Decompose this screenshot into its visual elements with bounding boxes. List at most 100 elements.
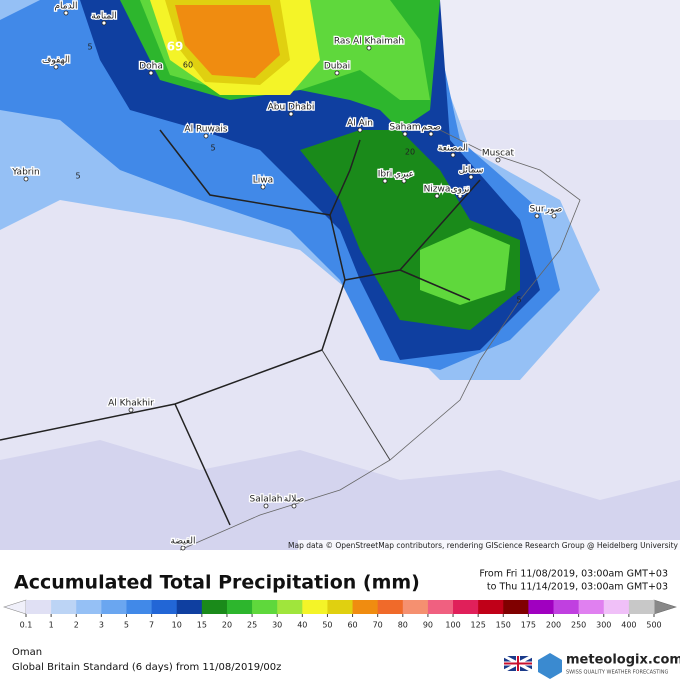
colorbar-label: 175 [521,621,536,630]
colorbar-label: 400 [621,621,636,630]
city-dot [450,152,456,158]
colorbar-label: 10 [172,621,182,630]
colorbar-label: 125 [471,621,486,630]
city-label: سمائل [459,166,484,176]
attribution-bg [298,540,680,551]
colorbar-swatch [427,600,454,614]
colorbar-swatch [327,600,354,614]
city-label: Abu Dhabi [268,103,315,113]
city-dot [101,20,107,26]
tagline: SWISS QUALITY WEATHER FORECASTING [566,670,668,676]
city-label: Yabrin [11,168,39,178]
colorbar-label: 90 [423,621,433,630]
city-dot [468,174,474,180]
city-label: المنامة [91,12,117,22]
city-dot [551,213,557,219]
colorbar-label: 50 [322,621,332,630]
contour-label: 20 [405,148,415,157]
colorbar-label: 100 [445,621,460,630]
colorbar-swatch [628,600,655,614]
colorbar-swatch [101,600,127,614]
colorbar-label: 30 [272,621,282,630]
colorbar-arrow-low [3,599,27,615]
city-label: نزوى [451,185,470,195]
colorbar-swatch [402,600,429,614]
city-label: Muscat [482,149,515,159]
city-label: الهفوف [42,56,70,66]
city-dot [434,193,440,199]
colorbar-swatch [51,600,77,614]
contour-label: 5 [87,43,92,52]
city-dot [53,64,59,70]
city-label: Nizwa [424,185,451,195]
city-label: Liwa [253,176,273,186]
city-label: Salalah [250,495,283,505]
uk-flag [503,654,533,673]
colorbar-swatch [176,600,203,614]
city-dot [288,111,294,117]
city-dot [203,133,209,139]
colorbar-label: 80 [398,621,408,630]
iran-land [420,0,680,120]
colorbar-swatch [201,600,228,614]
colorbar-label: 25 [247,621,257,630]
city-label: Ibri [378,170,393,180]
colorbar-swatch [151,600,178,614]
city-label: المصنعة [438,144,468,154]
city-dot [63,10,69,16]
model: Global Britain Standard (6 days) from 11… [12,662,281,673]
contour-label: 5 [210,144,215,153]
colorbar-label: 70 [373,621,383,630]
map: الدمام المنامة الهفوف Doha Ras Al Khaimah Dub… [0,0,680,551]
colorbar-label: 0.1 [20,621,33,630]
colorbar-label: 7 [149,621,154,630]
colorbar-swatch [453,600,479,614]
colorbar-swatch [26,600,52,614]
city-label: Ras Al Khaimah [334,37,404,47]
to-date: to Thu 11/14/2019, 03:00am GMT+03 [487,582,668,593]
colorbar-swatch [302,600,328,614]
colorbar-swatch [76,600,102,614]
from-date: From Fri 11/08/2019, 03:00am GMT+03 [479,569,668,580]
attribution: Map data © OpenStreetMap contributors, r… [288,541,679,550]
city-label: صحم [421,123,440,133]
colorbar-label: 2 [74,621,79,630]
city-dot [263,503,269,509]
title: Accumulated Total Precipitation (mm) [14,572,420,594]
colorbar: 0.1 1 2 3 5 7 10 15 20 25 30 40 50 60 70 80 90 100 125 150 1… [3,599,677,630]
city-dot [180,545,186,551]
city-label: صلالة [284,495,305,505]
colorbar-swatch [277,600,303,614]
precip-orange [175,5,280,78]
city-dot [357,127,363,133]
map-labels: الدمام المنامة الهفوف Doha Ras Al Khaimah Dub… [10,0,564,551]
coastline [179,129,581,551]
colorbar-label: 1 [49,621,54,630]
colorbar-swatch [377,600,404,614]
city-dot [402,131,408,137]
region: Oman [12,647,42,658]
city-label: الدمام [54,2,77,12]
colorbar-swatch [503,600,529,614]
colorbar-swatch [226,600,253,614]
city-dot [382,178,388,184]
city-label: Saham [389,123,420,133]
contour-label: 5 [75,172,80,181]
colorbar-arrow-high [653,599,677,615]
colorbar-swatch [126,600,153,614]
colorbar-swatch [252,600,278,614]
footer: Accumulated Total Precipitation (mm) Fro… [3,569,680,679]
city-dot [366,45,372,51]
colorbar-label: 5 [124,621,129,630]
city-dot [23,176,29,182]
city-dot [128,407,134,413]
city-dot [401,178,407,184]
colorbar-label: 60 [347,621,357,630]
city-label: Al Khakhir [108,399,154,409]
colorbar-swatch [478,600,504,614]
brand: meteologix.com [566,653,680,668]
colorbar-swatch [603,600,630,614]
city-label: الغيضة [171,537,196,547]
colorbar-label: 500 [646,621,661,630]
